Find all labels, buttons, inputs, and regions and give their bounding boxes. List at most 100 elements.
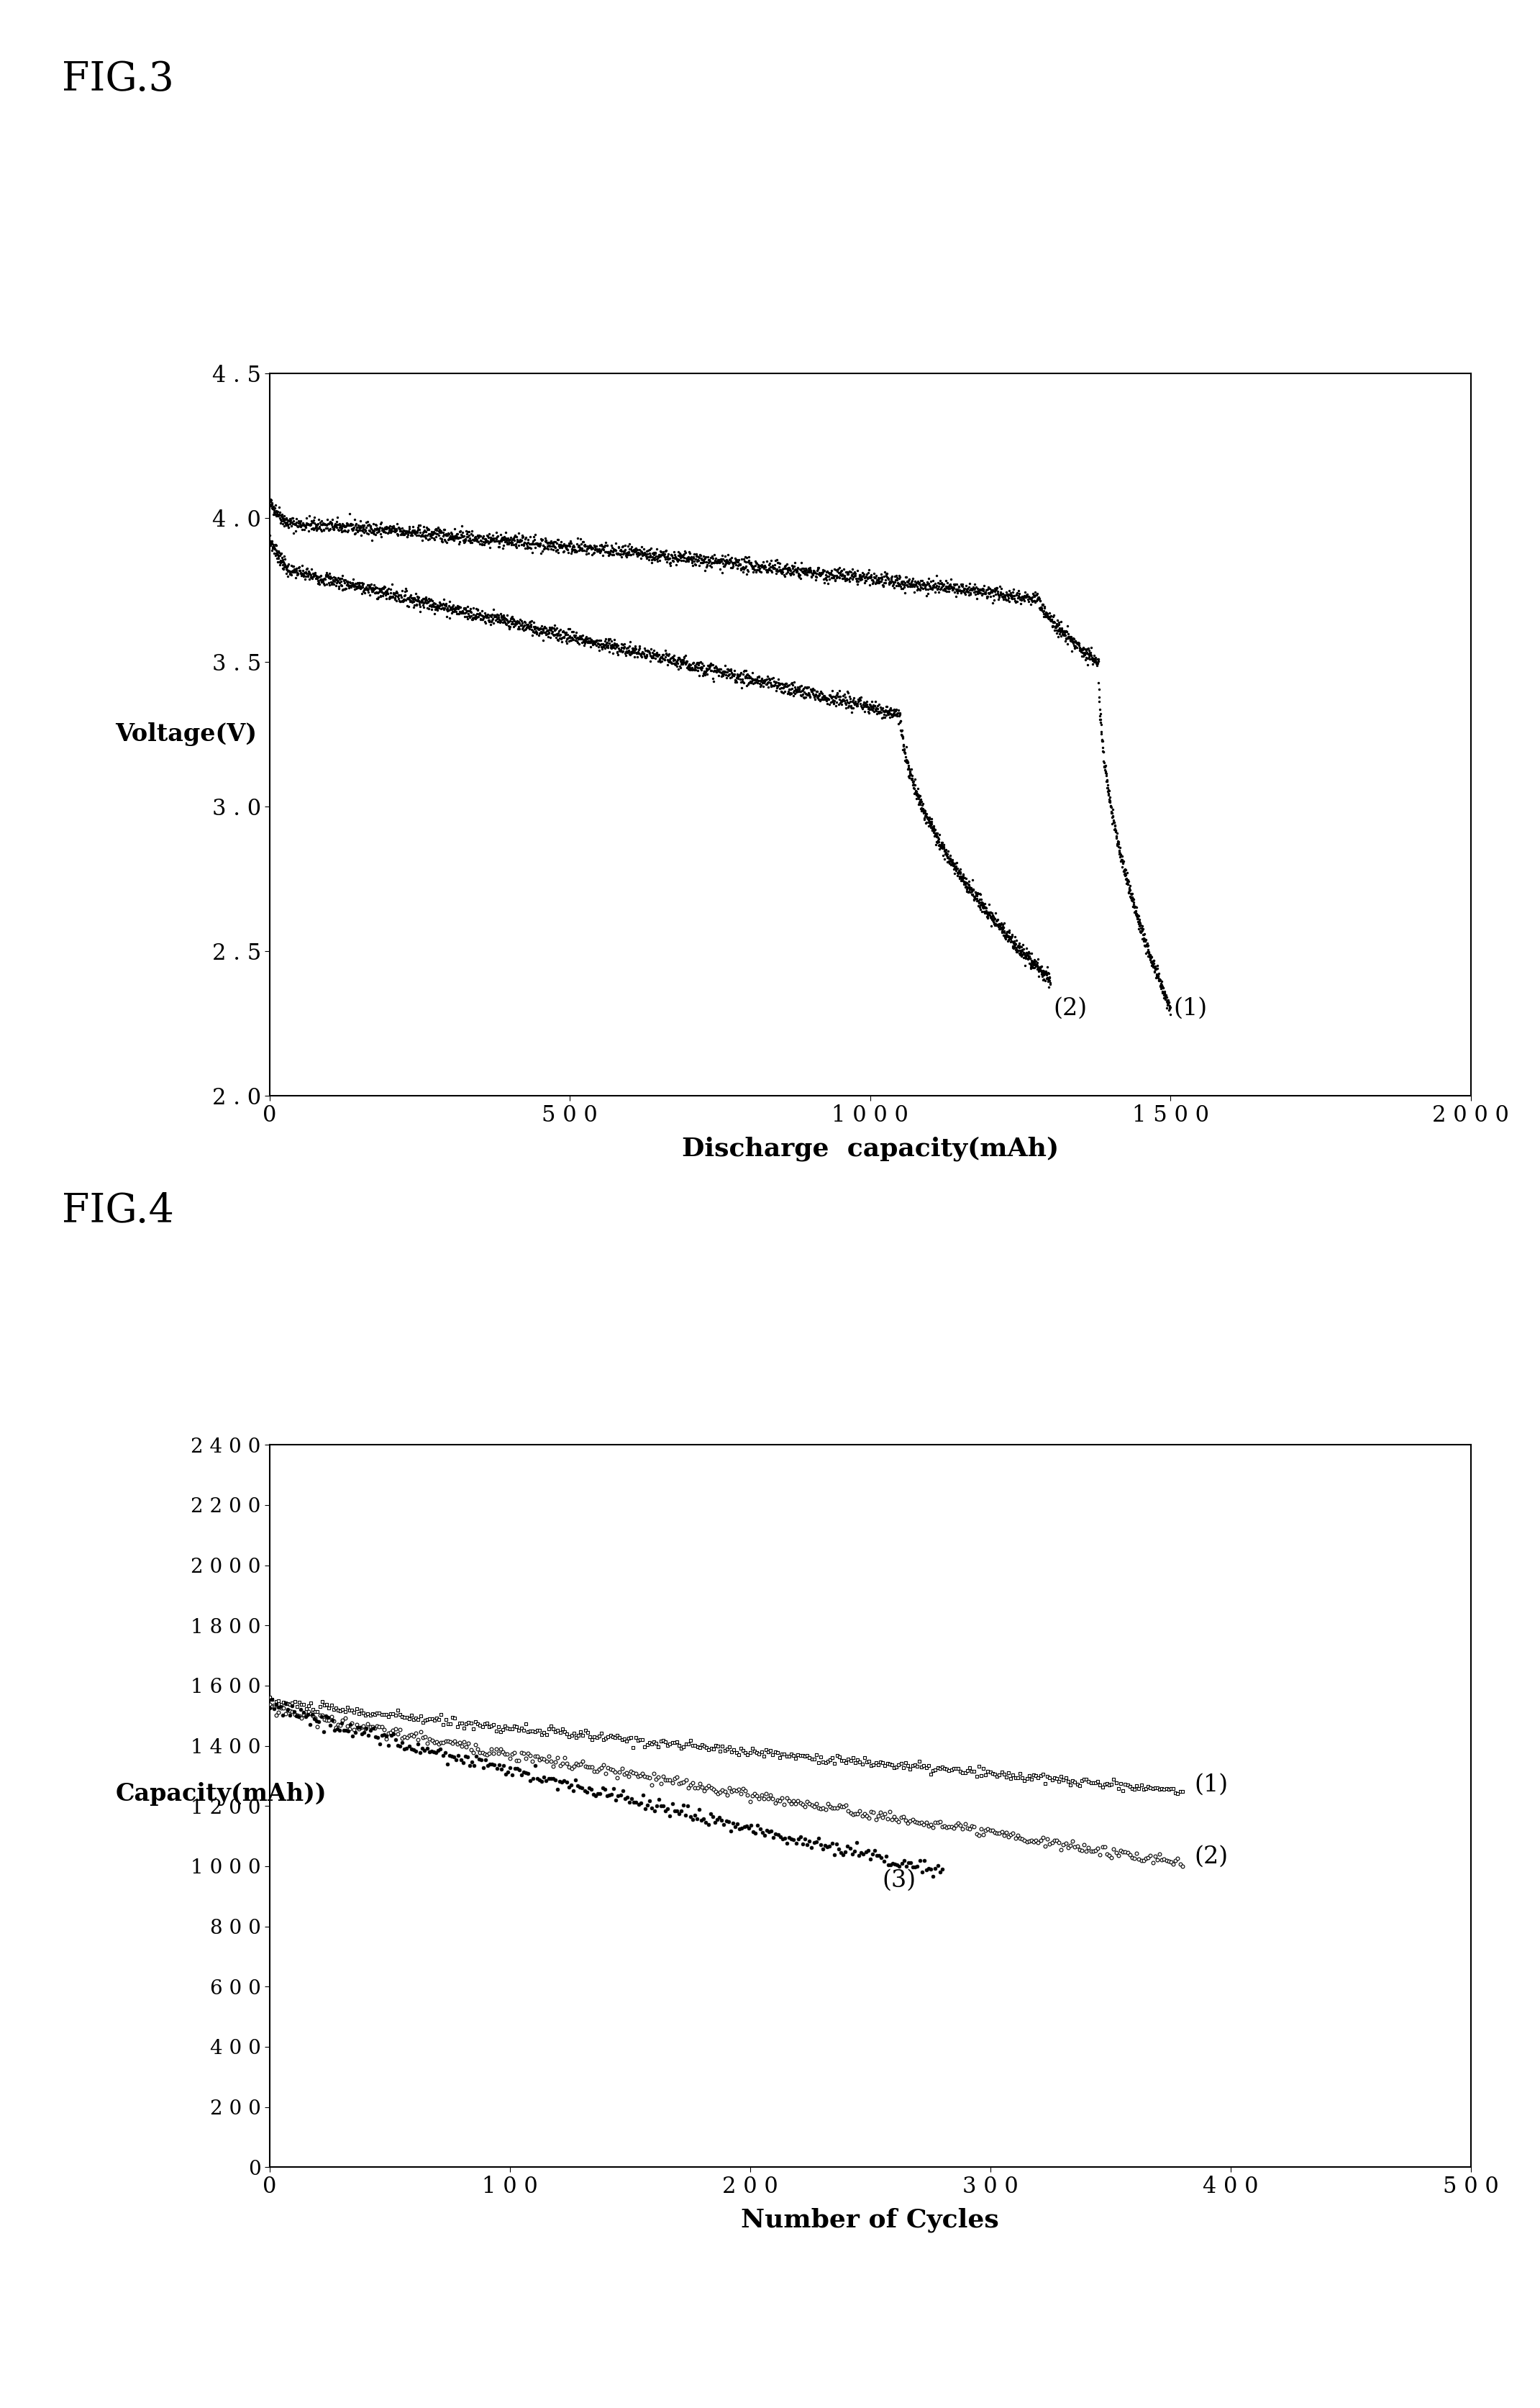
Point: [1055, 619, 1080, 657]
Point: [504, 1741, 528, 1780]
Point: [565, 621, 590, 660]
Point: [368, 568, 393, 607]
Point: [1149, 1770, 1173, 1808]
Point: [491, 1746, 516, 1784]
Point: [1144, 949, 1169, 987]
Point: [573, 525, 598, 563]
Point: [547, 527, 571, 566]
Point: [685, 650, 710, 689]
Point: [1029, 590, 1053, 628]
Point: [330, 506, 354, 544]
Point: [679, 650, 704, 689]
Point: [775, 554, 799, 592]
Point: [902, 1847, 927, 1885]
Point: [665, 648, 690, 686]
Point: [373, 576, 397, 614]
Point: [348, 510, 373, 549]
Point: [1130, 922, 1155, 961]
Point: [915, 1849, 939, 1888]
Point: [756, 660, 781, 698]
Point: [693, 1804, 718, 1842]
Point: [625, 633, 650, 672]
Point: [634, 1724, 659, 1763]
Point: [340, 561, 365, 600]
Point: [587, 532, 611, 571]
Point: [521, 523, 545, 561]
Point: [784, 551, 809, 590]
Point: [570, 532, 594, 571]
Point: [662, 1724, 687, 1763]
Point: [317, 1700, 342, 1739]
Point: [411, 513, 436, 551]
Point: [722, 544, 747, 583]
Point: [984, 568, 1009, 607]
Point: [727, 655, 752, 694]
Point: [436, 588, 460, 626]
Point: [567, 624, 591, 662]
Point: [616, 633, 641, 672]
Point: [602, 626, 627, 665]
Point: [322, 1712, 347, 1751]
Point: [343, 510, 368, 549]
Point: [841, 559, 865, 597]
Point: [748, 547, 773, 585]
Point: [930, 568, 955, 607]
Point: [829, 1832, 853, 1871]
Point: [1058, 1765, 1083, 1804]
Point: [927, 826, 952, 864]
Point: [664, 1758, 688, 1796]
Point: [497, 1748, 522, 1787]
Point: [721, 1804, 745, 1842]
Point: [556, 614, 581, 653]
Point: [308, 556, 333, 595]
Point: [792, 672, 816, 710]
Point: [688, 544, 713, 583]
Point: [902, 1746, 927, 1784]
Point: [614, 537, 639, 576]
Point: [1100, 792, 1124, 831]
Point: [664, 1792, 688, 1830]
Point: [605, 535, 630, 573]
Point: [610, 527, 634, 566]
Point: [419, 1722, 444, 1760]
Point: [792, 554, 816, 592]
Point: [444, 590, 468, 628]
Point: [622, 532, 647, 571]
Point: [479, 1729, 504, 1767]
Point: [542, 527, 567, 566]
Point: [1012, 580, 1036, 619]
Point: [263, 1686, 288, 1724]
Point: [827, 1830, 852, 1869]
Point: [842, 684, 867, 722]
Point: [946, 852, 970, 891]
Point: [590, 624, 614, 662]
Point: [282, 501, 306, 539]
Point: [916, 1746, 941, 1784]
Point: [601, 530, 625, 568]
Point: [379, 1717, 403, 1755]
Point: [403, 1700, 428, 1739]
Point: [299, 559, 323, 597]
Point: [983, 1813, 1007, 1852]
Point: [958, 869, 983, 908]
Point: [1032, 597, 1056, 636]
Point: [1009, 578, 1033, 616]
Point: [1120, 877, 1144, 915]
Point: [571, 530, 596, 568]
Point: [1095, 756, 1120, 795]
Point: [790, 672, 815, 710]
Point: [810, 677, 835, 715]
Point: [1007, 934, 1032, 973]
Point: [266, 539, 291, 578]
Point: [634, 636, 659, 674]
Point: [713, 653, 738, 691]
Point: [1096, 771, 1121, 809]
Point: [961, 872, 986, 910]
Point: [665, 638, 690, 677]
Point: [671, 535, 696, 573]
Point: [1127, 913, 1152, 951]
Point: [799, 554, 824, 592]
Point: [1016, 944, 1041, 982]
Point: [755, 662, 779, 701]
Point: [892, 734, 916, 773]
